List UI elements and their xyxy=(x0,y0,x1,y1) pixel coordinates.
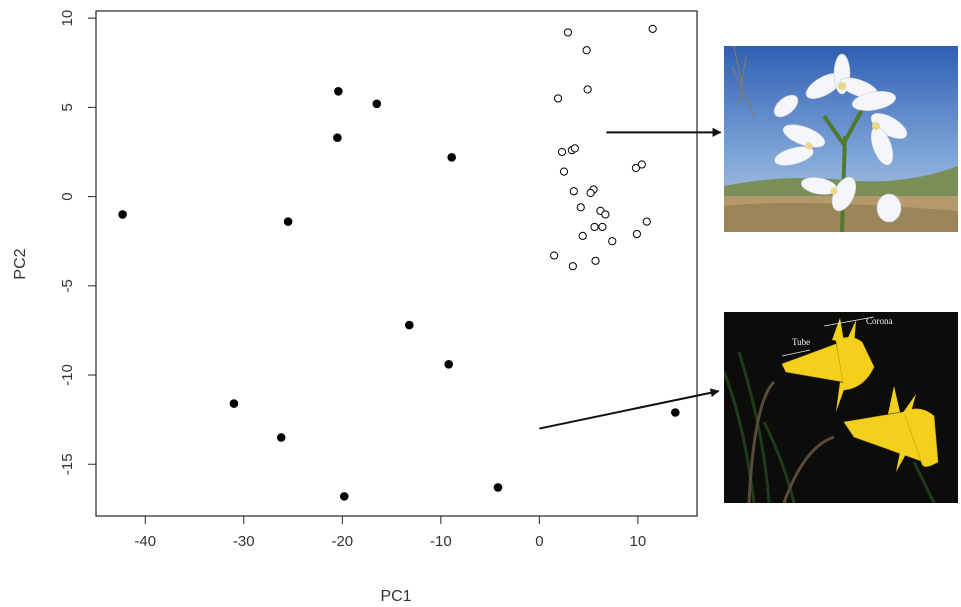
yellow-narcissus-photo: Tube Corona xyxy=(724,312,958,503)
x-tick-label: -10 xyxy=(430,533,452,550)
filled-point xyxy=(671,408,680,417)
filled-point xyxy=(444,360,454,369)
filled-point xyxy=(493,483,503,492)
open-point xyxy=(568,262,577,271)
filled-point xyxy=(447,153,456,162)
annotation-arrows xyxy=(539,127,722,430)
x-tick-label: -30 xyxy=(233,533,255,550)
open-point xyxy=(563,28,573,37)
data-points xyxy=(118,24,680,501)
x-tick-label: 10 xyxy=(630,533,647,550)
plot-frame xyxy=(95,10,698,517)
x-tick-label: -20 xyxy=(331,533,353,550)
annotation-arrow xyxy=(539,388,720,430)
open-point xyxy=(608,237,617,246)
filled-point xyxy=(276,433,286,442)
tube-label: Tube xyxy=(792,337,810,347)
white-narcissus-icon xyxy=(724,46,958,232)
y-axis-title: PC2 xyxy=(12,248,29,279)
x-tick-label: 0 xyxy=(535,533,543,550)
open-point xyxy=(631,163,641,173)
filled-point xyxy=(372,99,382,109)
open-point xyxy=(591,256,600,265)
filled-point xyxy=(339,492,349,501)
y-tick-label: 5 xyxy=(59,103,76,111)
open-point xyxy=(553,94,563,103)
filled-point xyxy=(405,320,414,330)
open-point xyxy=(590,222,599,232)
y-tick-label: -10 xyxy=(59,364,76,386)
open-point xyxy=(598,222,607,232)
open-point xyxy=(570,144,579,153)
x-axis: -40 -30 -20 -10 0 10 xyxy=(134,516,646,550)
y-tick-label: 0 xyxy=(59,192,76,200)
open-point xyxy=(578,231,587,240)
filled-point xyxy=(334,87,343,96)
filled-point xyxy=(118,210,127,219)
open-point xyxy=(586,188,595,198)
filled-point xyxy=(333,133,342,142)
filled-point xyxy=(283,217,293,226)
open-point xyxy=(557,147,567,157)
y-tick-label: 10 xyxy=(59,10,76,27)
open-point xyxy=(569,187,578,196)
open-point xyxy=(583,85,592,94)
y-tick-label: -5 xyxy=(59,279,76,292)
open-point xyxy=(601,210,610,219)
yellow-narcissus-icon: Tube Corona xyxy=(724,312,958,503)
open-point xyxy=(637,160,646,169)
open-point xyxy=(550,251,559,260)
x-axis-title: PC1 xyxy=(380,588,411,605)
y-axis: -15 -10 -5 0 5 10 xyxy=(59,10,96,475)
open-point xyxy=(642,217,651,226)
open-point xyxy=(648,24,657,33)
open-point xyxy=(576,203,585,212)
open-point xyxy=(582,46,591,55)
corona-label: Corona xyxy=(866,316,893,326)
open-point xyxy=(632,229,642,239)
x-tick-label: -40 xyxy=(134,533,156,550)
y-tick-label: -15 xyxy=(59,453,76,475)
open-point xyxy=(559,167,569,176)
white-narcissus-photo xyxy=(724,46,958,232)
filled-point xyxy=(229,399,239,408)
